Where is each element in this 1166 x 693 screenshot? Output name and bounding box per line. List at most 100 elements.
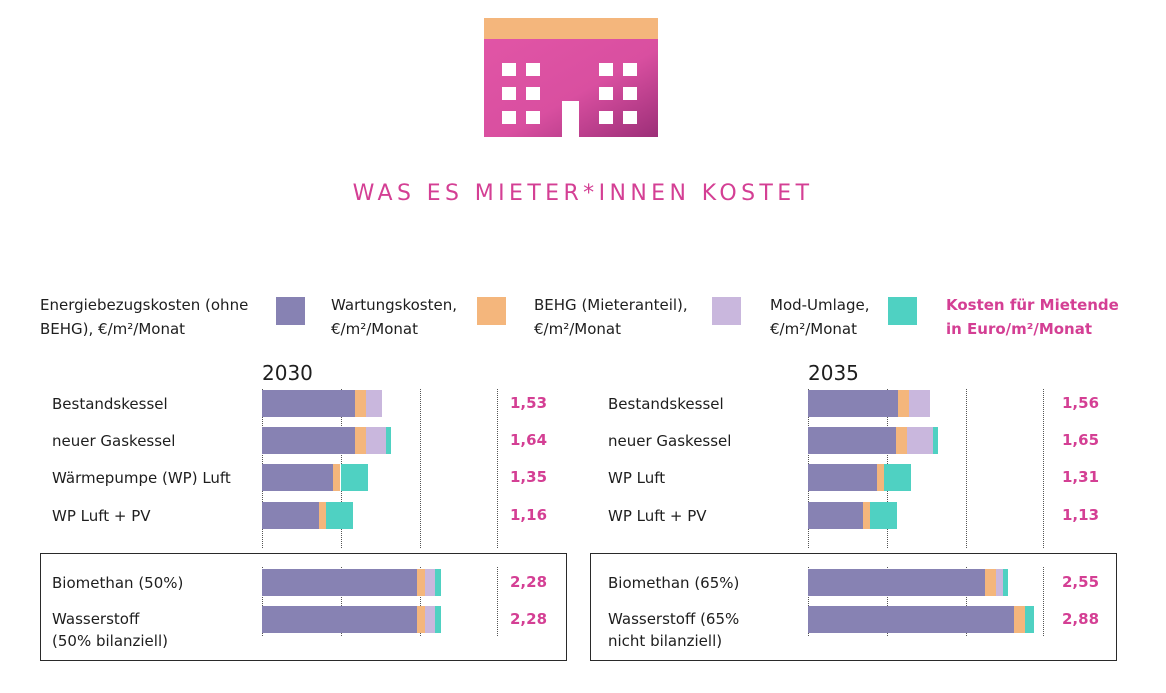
total-value-2030-0: 1,53 bbox=[510, 394, 548, 412]
row-label-2035-4: Biomethan (65%) bbox=[608, 574, 740, 592]
bar-segment-energie bbox=[262, 390, 355, 417]
total-value-2035-1: 1,65 bbox=[1062, 431, 1100, 449]
gridline-2035-2-1 bbox=[966, 567, 967, 636]
bar-segment-mod bbox=[1002, 569, 1009, 596]
legend-swatch-mod bbox=[888, 297, 917, 325]
row-label-2030-1: neuer Gaskessel bbox=[52, 432, 176, 450]
bar-segment-wartung bbox=[318, 502, 327, 529]
building-icon bbox=[484, 18, 658, 137]
bar-segment-mod bbox=[434, 569, 441, 596]
bar-segment-wartung bbox=[354, 390, 366, 417]
total-value-2030-1: 1,64 bbox=[510, 431, 548, 449]
row-label-2035-0: Bestandskessel bbox=[608, 395, 724, 413]
bar-2035-2 bbox=[808, 464, 911, 491]
gridline-2030-1-1 bbox=[341, 567, 342, 636]
bar-segment-mod bbox=[884, 464, 911, 491]
bar-segment-behg bbox=[365, 427, 387, 454]
bar-segment-wartung bbox=[984, 569, 996, 596]
total-value-2035-2: 1,31 bbox=[1062, 468, 1100, 486]
legend-label-energie: Energiebezugskosten (ohne BEHG), €/m²/Mo… bbox=[40, 296, 249, 338]
bar-segment-mod bbox=[434, 606, 441, 633]
bar-segment-mod bbox=[326, 502, 354, 529]
gridline-2030-3-1 bbox=[497, 567, 498, 636]
bar-segment-wartung bbox=[417, 569, 426, 596]
bar-2030-2 bbox=[262, 464, 368, 491]
total-value-2030-3: 1,16 bbox=[510, 506, 548, 524]
total-value-2030-5: 2,28 bbox=[510, 610, 548, 628]
bar-segment-energie bbox=[262, 606, 418, 633]
bar-segment-energie bbox=[808, 569, 985, 596]
bar-segment-wartung bbox=[862, 502, 870, 529]
gridline-2030-2-1 bbox=[420, 567, 421, 636]
bar-segment-energie bbox=[262, 427, 355, 454]
bar-segment-wartung bbox=[877, 464, 885, 491]
bar-segment-behg bbox=[365, 390, 383, 417]
gridline-2030-3-0 bbox=[497, 389, 498, 548]
legend-label-behg: BEHG (Mieteranteil), €/m²/Monat bbox=[534, 296, 688, 338]
bar-segment-energie bbox=[808, 606, 1015, 633]
gridline-2030-2-0 bbox=[420, 389, 421, 548]
legend-label-total: Kosten für Mietende in Euro/m²/Monat bbox=[946, 296, 1119, 338]
row-label-2030-4: Biomethan (50%) bbox=[52, 574, 184, 592]
bar-segment-behg bbox=[995, 569, 1003, 596]
bar-2035-3 bbox=[808, 502, 897, 529]
legend-swatch-behg bbox=[712, 297, 741, 325]
row-label-2035-1: neuer Gaskessel bbox=[608, 432, 732, 450]
scenario-box-2030 bbox=[40, 553, 567, 661]
bar-segment-energie bbox=[808, 464, 878, 491]
bar-2035-4 bbox=[808, 569, 1009, 596]
bar-segment-energie bbox=[808, 427, 896, 454]
gridline-2030-0-1 bbox=[262, 567, 263, 636]
row-label-2030-2: Wärmepumpe (WP) Luft bbox=[52, 469, 231, 487]
gridline-2035-3-1 bbox=[1043, 567, 1044, 636]
bar-segment-wartung bbox=[354, 427, 366, 454]
bar-segment-energie bbox=[808, 390, 899, 417]
bar-segment-mod bbox=[932, 427, 938, 454]
bar-2030-4 bbox=[262, 569, 441, 596]
gridline-2035-1-1 bbox=[887, 567, 888, 636]
bar-segment-behg bbox=[909, 390, 931, 417]
year-label-2035: 2035 bbox=[808, 361, 859, 385]
building-windows bbox=[502, 63, 637, 137]
total-value-2030-4: 2,28 bbox=[510, 573, 548, 591]
bar-segment-behg bbox=[906, 427, 933, 454]
bar-2035-0 bbox=[808, 390, 931, 417]
bar-segment-behg bbox=[425, 606, 435, 633]
total-value-2035-3: 1,13 bbox=[1062, 506, 1100, 524]
total-value-2035-5: 2,88 bbox=[1062, 610, 1100, 628]
scenario-box-2035 bbox=[590, 553, 1117, 661]
total-value-2035-4: 2,55 bbox=[1062, 573, 1100, 591]
year-label-2030: 2030 bbox=[262, 361, 313, 385]
row-label-2035-3: WP Luft + PV bbox=[608, 507, 707, 525]
bar-segment-wartung bbox=[1014, 606, 1025, 633]
bar-2030-0 bbox=[262, 390, 383, 417]
row-label-2030-5: Wasserstoff (50% bilanziell) bbox=[52, 610, 168, 650]
page-title: WAS ES MIETER*INNEN KOSTET bbox=[352, 181, 814, 206]
gridline-2035-3-0 bbox=[1043, 389, 1044, 548]
legend-label-mod: Mod-Umlage, €/m²/Monat bbox=[770, 296, 870, 338]
bar-2030-3 bbox=[262, 502, 354, 529]
bar-segment-energie bbox=[262, 569, 418, 596]
bar-2030-1 bbox=[262, 427, 391, 454]
bar-segment-wartung bbox=[332, 464, 341, 491]
total-value-2030-2: 1,35 bbox=[510, 468, 548, 486]
legend-label-wartung: Wartungskosten, €/m²/Monat bbox=[331, 296, 457, 338]
legend-swatch-energie bbox=[276, 297, 305, 325]
bar-segment-mod bbox=[340, 464, 368, 491]
bar-2035-5 bbox=[808, 606, 1035, 633]
bar-segment-behg bbox=[425, 569, 435, 596]
row-label-2030-3: WP Luft + PV bbox=[52, 507, 151, 525]
bar-2035-1 bbox=[808, 427, 938, 454]
gridline-2035-0-1 bbox=[808, 567, 809, 636]
row-label-2030-0: Bestandskessel bbox=[52, 395, 168, 413]
total-value-2035-0: 1,56 bbox=[1062, 394, 1100, 412]
bar-2030-5 bbox=[262, 606, 441, 633]
bar-segment-mod bbox=[386, 427, 391, 454]
gridline-2035-2-0 bbox=[966, 389, 967, 548]
bar-segment-mod bbox=[870, 502, 897, 529]
row-label-2035-2: WP Luft bbox=[608, 469, 666, 487]
bar-segment-mod bbox=[1024, 606, 1035, 633]
bar-segment-wartung bbox=[417, 606, 426, 633]
building-roof bbox=[484, 18, 658, 39]
bar-segment-energie bbox=[262, 464, 333, 491]
